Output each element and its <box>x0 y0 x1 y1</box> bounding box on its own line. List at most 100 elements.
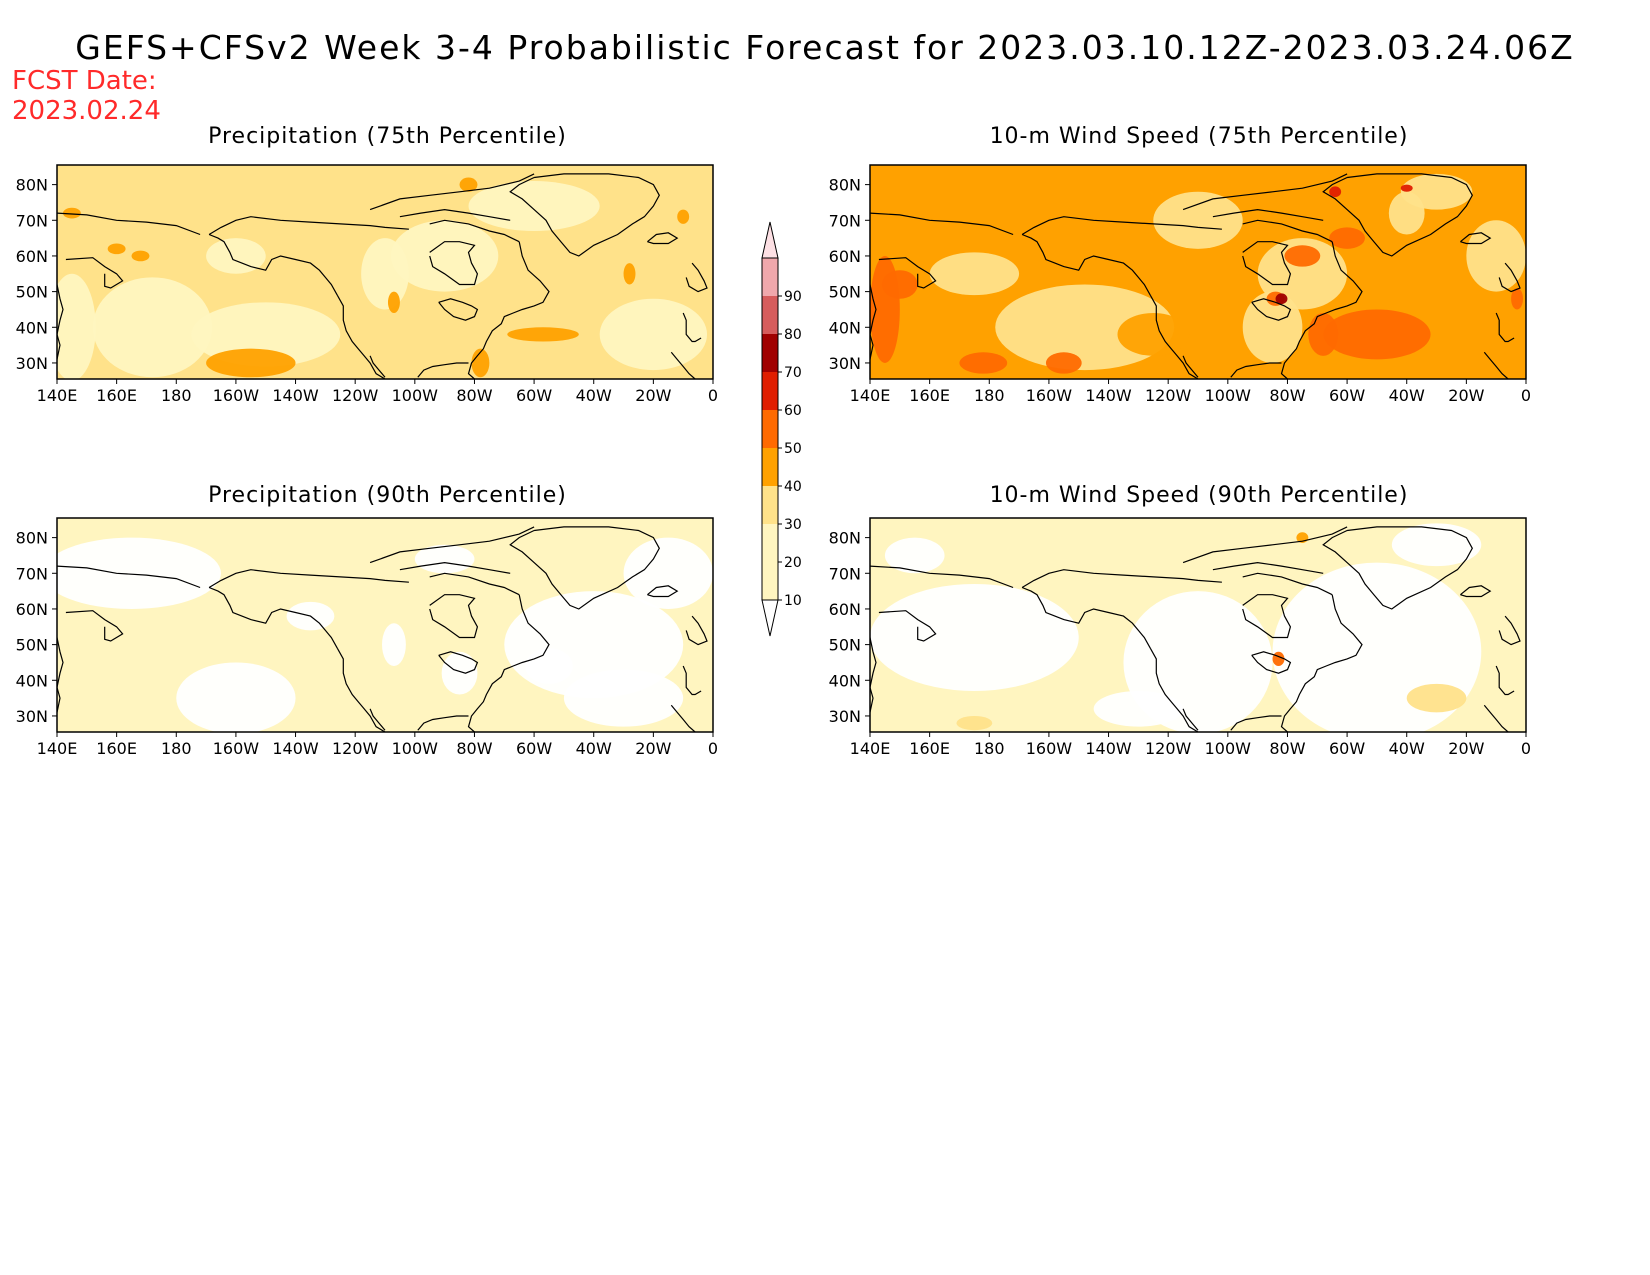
coastline <box>1280 594 1363 732</box>
coastline <box>1495 665 1515 696</box>
contour-region <box>1272 562 1482 732</box>
coastline <box>429 594 479 639</box>
contour-region <box>959 352 1008 374</box>
coastline <box>1460 585 1492 598</box>
contour-region <box>1329 227 1365 249</box>
colorbar-segment <box>762 334 778 372</box>
coastline <box>682 312 702 343</box>
coastline <box>1280 241 1363 379</box>
contour-region <box>1272 651 1285 667</box>
colorbar-label: 80 <box>784 327 802 343</box>
coastline <box>208 569 409 589</box>
lon-tick-label: 40W <box>1389 739 1425 758</box>
map-wind-90th: 140E 160E 180 160W 140W 120W 100W 80W 60W 40W 20W 0… <box>829 517 1531 758</box>
colorbar-max-arrow <box>761 221 779 259</box>
lat-tick-label: 30N <box>16 707 48 726</box>
panel-title-precip-90: Precipitation (90th Percentile) <box>208 483 567 508</box>
coastline <box>429 219 520 243</box>
lon-tick-label: 180 <box>161 739 192 758</box>
coastline <box>1021 216 1222 236</box>
contour-region <box>57 273 96 379</box>
coastline <box>467 241 550 379</box>
colorbar-segment <box>762 486 778 524</box>
lat-tick-label: 80N <box>16 529 48 548</box>
lat-tick-label: 40N <box>16 671 48 690</box>
lat-tick-label: 40N <box>16 318 48 337</box>
lon-tick-label: 160W <box>1026 386 1073 405</box>
lat-tick-label: 60N <box>829 600 861 619</box>
contour-region <box>92 277 213 378</box>
coastline <box>670 704 696 732</box>
coastline <box>336 647 386 732</box>
contour-region <box>525 648 573 684</box>
contour-region <box>563 669 684 727</box>
contour-region <box>191 302 341 367</box>
coastline <box>1483 351 1509 379</box>
lat-tick-label: 80N <box>829 529 861 548</box>
lon-tick-label: 140W <box>272 386 319 405</box>
contour-region <box>1400 184 1413 192</box>
coastline <box>369 173 535 211</box>
contour-region <box>1388 191 1425 235</box>
contour-region <box>1093 690 1184 727</box>
coastline <box>429 572 520 596</box>
colorbar-label: 20 <box>784 555 802 571</box>
coastline <box>1322 173 1473 257</box>
contour-region <box>1117 313 1190 356</box>
contour-region <box>62 207 81 219</box>
coastline <box>1021 233 1151 296</box>
lon-tick-label: 20W <box>635 386 671 405</box>
lon-tick-label: 60W <box>1329 739 1365 758</box>
contour-region <box>1275 293 1288 305</box>
contour-region <box>387 291 400 314</box>
lat-tick-label: 50N <box>16 283 48 302</box>
lon-tick-label: 120W <box>332 386 379 405</box>
fcst-date-value: 2023.02.24 <box>12 96 161 126</box>
lon-tick-label: 40W <box>1389 386 1425 405</box>
contour-region <box>599 298 708 371</box>
coastline <box>1182 355 1199 378</box>
coastline <box>1212 561 1324 574</box>
lat-tick-label: 60N <box>16 600 48 619</box>
colorbar-label: 30 <box>784 517 802 533</box>
lon-tick-label: 60W <box>516 386 552 405</box>
contour-region <box>176 662 296 732</box>
coastline <box>1242 594 1292 639</box>
lon-tick-label: 160E <box>909 386 950 405</box>
coastline <box>57 565 201 589</box>
map-precip-75th: 140E 160E 180 160W 140W 120W 100W 80W 60W 40W 20W 0… <box>16 164 718 405</box>
lat-tick-label: 30N <box>829 707 861 726</box>
lon-tick-label: 180 <box>161 386 192 405</box>
colorbar-legend: 10 20 30 40 50 60 70 80 90 <box>761 221 802 637</box>
lon-tick-label: 180 <box>974 386 1005 405</box>
contour-region <box>870 583 1079 691</box>
contour-region <box>677 209 690 224</box>
coastline <box>399 208 511 221</box>
lon-tick-label: 100W <box>1205 386 1252 405</box>
lon-tick-label: 160E <box>909 739 950 758</box>
coastline <box>429 241 479 286</box>
contour-region <box>382 623 406 667</box>
contour-region <box>107 243 126 255</box>
lat-tick-label: 50N <box>829 636 861 655</box>
contour-region <box>929 252 1020 296</box>
coastline <box>1021 586 1151 649</box>
lon-tick-label: 80W <box>456 386 492 405</box>
coastline <box>1242 241 1292 286</box>
lon-tick-label: 80W <box>456 739 492 758</box>
coastline <box>1212 208 1324 221</box>
coastline <box>369 526 535 564</box>
lon-tick-label: 0 <box>708 739 718 758</box>
contour-region <box>884 537 945 574</box>
coastline <box>467 594 550 732</box>
lon-tick-label: 120W <box>332 739 379 758</box>
contour-region <box>1329 186 1342 198</box>
coastline <box>1242 572 1333 596</box>
lon-tick-label: 0 <box>1521 739 1531 758</box>
contour-region <box>471 348 490 378</box>
coastline <box>1322 526 1473 610</box>
lon-tick-label: 80W <box>1269 386 1305 405</box>
coastline <box>509 173 660 257</box>
lon-tick-label: 140E <box>37 386 78 405</box>
coastline <box>399 561 511 574</box>
